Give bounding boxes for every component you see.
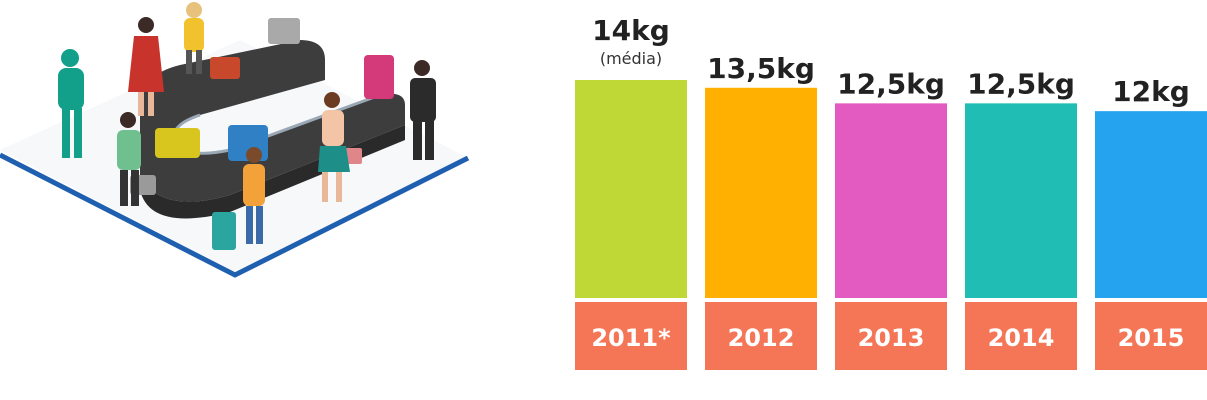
category-label: 2012 [728, 324, 795, 352]
value-label: 14kg [592, 14, 670, 47]
baggage-carousel-illustration [0, 2, 470, 278]
category-box [575, 302, 687, 370]
person-yellow [184, 2, 204, 74]
category-box [705, 302, 817, 370]
person-suit [410, 60, 436, 160]
baggage-weight-bar-chart: 2011* 14kg (média) 2012 13,5kg 2013 12,5kg 2014… [575, 14, 1207, 370]
luggage-items [130, 18, 394, 250]
bar-2014 [965, 103, 1077, 298]
person-orange-child [243, 147, 265, 244]
category-box [1095, 302, 1207, 370]
value-label: 12,5kg [967, 67, 1075, 100]
bar-2011 [575, 80, 687, 298]
person-teal [58, 49, 84, 158]
bar-2015 [1095, 111, 1207, 299]
person-teal-dress [318, 92, 350, 202]
value-note: (média) [600, 49, 662, 68]
bar-2013 [835, 103, 947, 298]
person-green-shirt [117, 112, 141, 206]
value-label: 13,5kg [707, 52, 815, 85]
bar-2012 [705, 87, 817, 299]
category-label: 2011* [591, 324, 671, 352]
category-box [965, 302, 1077, 370]
value-label: 12kg [1112, 75, 1190, 108]
person-red-dress [128, 17, 164, 116]
category-label: 2015 [1118, 324, 1185, 352]
category-box [835, 302, 947, 370]
travelers [58, 2, 436, 244]
category-label: 2014 [988, 324, 1055, 352]
bars-layer: 2011* 14kg (média) 2012 13,5kg 2013 12,5kg 2014… [575, 14, 1207, 370]
value-label: 12,5kg [837, 67, 945, 100]
category-label: 2013 [858, 324, 925, 352]
